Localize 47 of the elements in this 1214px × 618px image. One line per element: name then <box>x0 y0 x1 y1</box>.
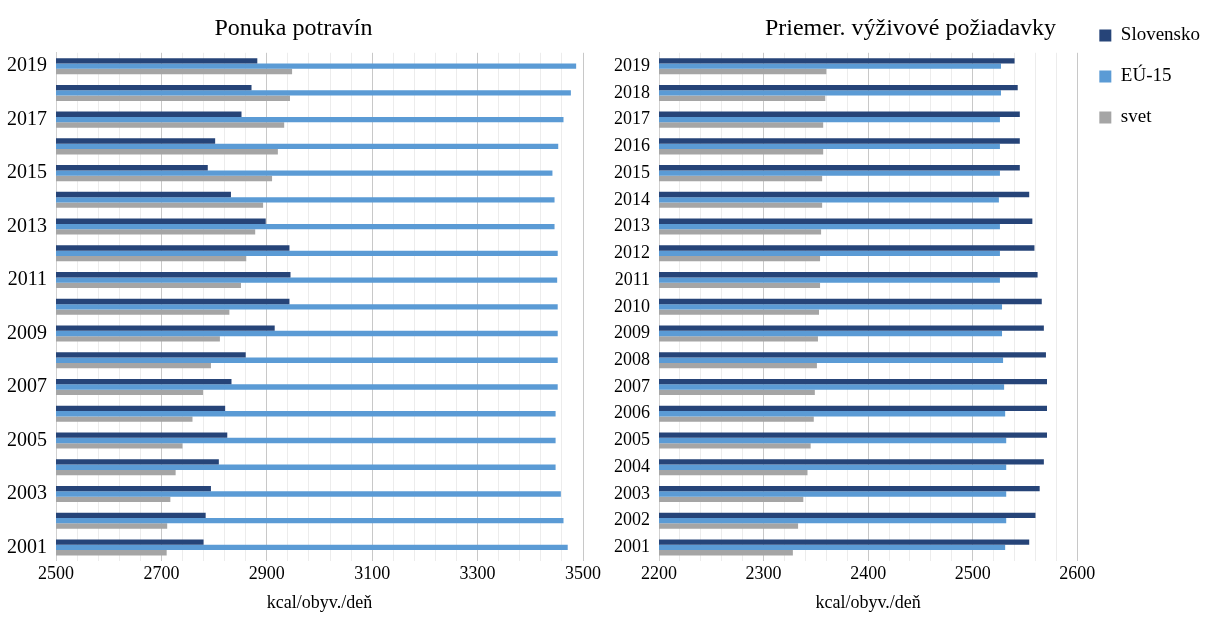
y-tick-label: 2003 <box>614 482 650 503</box>
y-tick-label: 2017 <box>614 108 650 129</box>
y-tick-label: 2018 <box>614 81 650 102</box>
y-tick-label: 2005 <box>614 429 650 450</box>
y-tick-label: 2017 <box>7 106 47 129</box>
y-tick-label: 2006 <box>614 402 650 423</box>
x-axis-title: kcal/obyv./deň <box>266 591 373 612</box>
legend-label: EÚ-15 <box>1120 64 1172 86</box>
x-tick-label: 2200 <box>641 563 677 584</box>
y-tick-label: 2001 <box>7 534 47 557</box>
x-tick-label: 2900 <box>248 563 285 584</box>
x-tick-label: 2400 <box>850 563 887 584</box>
x-tick-label: 3300 <box>459 563 496 584</box>
y-tick-label: 2009 <box>614 322 650 343</box>
chart-title: Priemer. výživové požiadavky <box>764 13 1057 40</box>
y-tick-label: 2007 <box>7 374 47 397</box>
x-tick-label: 3500 <box>565 563 601 584</box>
y-tick-label: 2010 <box>614 295 650 316</box>
y-tick-label: 2015 <box>614 161 650 182</box>
y-tick-label: 2005 <box>7 427 47 450</box>
x-axis-title: kcal/obyv./deň <box>815 591 921 612</box>
y-tick-label: 2008 <box>614 349 650 370</box>
x-tick-label: 2300 <box>745 563 782 584</box>
x-tick-label: 2500 <box>38 563 74 584</box>
y-tick-label: 2001 <box>614 536 650 557</box>
y-tick-label: 2002 <box>614 509 650 530</box>
y-tick-label: 2011 <box>614 268 650 289</box>
x-tick-label: 2500 <box>954 563 991 584</box>
y-tick-label: 2015 <box>7 160 47 183</box>
y-tick-label: 2019 <box>7 53 47 76</box>
x-tick-label: 3100 <box>354 563 391 584</box>
legend-label: svet <box>1120 105 1153 127</box>
y-tick-label: 2019 <box>614 54 650 75</box>
y-tick-label: 2011 <box>7 267 47 290</box>
chart-title: Ponuka potravín <box>214 13 373 40</box>
y-tick-label: 2007 <box>614 375 650 396</box>
legend-label: Slovensko <box>1120 23 1201 45</box>
x-tick-label: 2700 <box>143 563 180 584</box>
y-tick-label: 2013 <box>7 213 47 236</box>
y-tick-label: 2009 <box>7 320 47 343</box>
y-tick-label: 2012 <box>614 242 650 263</box>
y-tick-label: 2013 <box>614 215 650 236</box>
y-tick-label: 2003 <box>7 481 47 504</box>
x-tick-label: 2600 <box>1059 563 1096 584</box>
y-tick-label: 2016 <box>614 135 650 156</box>
y-tick-label: 2014 <box>614 188 650 209</box>
y-tick-label: 2004 <box>614 455 650 476</box>
